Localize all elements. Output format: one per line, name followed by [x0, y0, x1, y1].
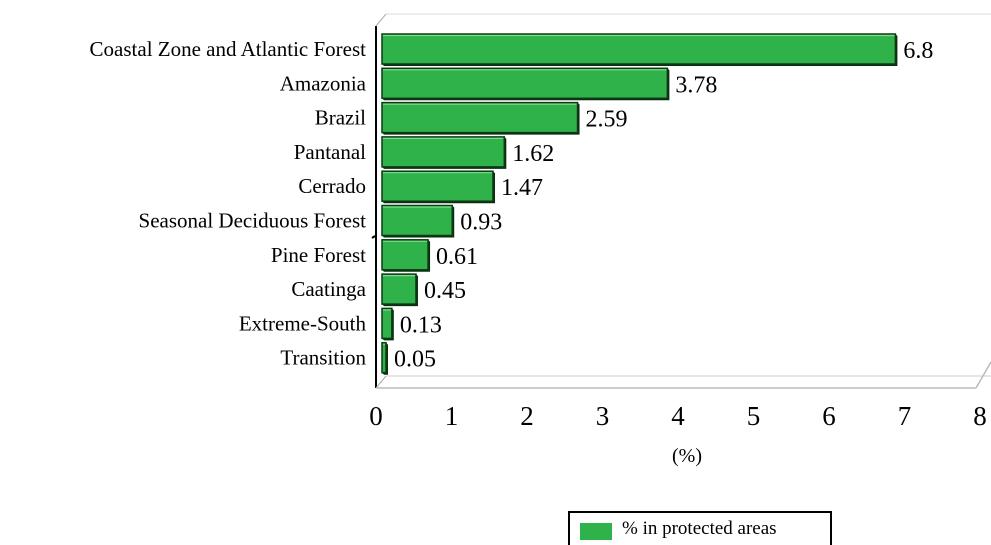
bars-group [381, 33, 898, 375]
bar-face [381, 239, 429, 271]
bar [381, 273, 418, 307]
bar [381, 204, 455, 238]
frame-edge [375, 375, 387, 389]
x-tick-label: 2 [520, 401, 534, 431]
category-labels: Coastal Zone and Atlantic Forest Amazonia… [90, 37, 367, 370]
bar-face [381, 341, 387, 374]
data-label: 3.78 [675, 72, 717, 98]
bar-face [381, 204, 453, 237]
legend-swatch [580, 523, 612, 540]
frame-edge [375, 13, 387, 27]
data-label: 0.61 [436, 244, 478, 270]
category-label: Extreme-South [239, 311, 367, 335]
bar-face [381, 307, 393, 340]
category-label: Transition [280, 346, 366, 370]
bar-face [381, 67, 669, 100]
x-axis-ticks: 0 1 2 3 4 5 6 7 8 [369, 401, 987, 431]
category-label: Amazonia [280, 71, 367, 95]
x-tick-label: 3 [596, 401, 610, 431]
data-label: 6.8 [903, 38, 933, 64]
bar-face [381, 33, 897, 65]
x-tick-label: 6 [822, 401, 836, 431]
category-label: Cerrado [298, 174, 366, 198]
bar [381, 239, 431, 272]
x-tick-label: 5 [747, 401, 761, 431]
x-tick-label: 4 [671, 401, 685, 431]
x-tick-label: 7 [898, 401, 912, 431]
category-label: Coastal Zone and Atlantic Forest [90, 37, 367, 61]
x-tick-label: 0 [369, 401, 383, 431]
legend: % in protected areas [568, 511, 832, 545]
bar [381, 33, 898, 66]
data-label: 2.59 [586, 107, 628, 133]
bar [381, 136, 507, 169]
bar-face [381, 136, 506, 168]
data-label: 1.47 [501, 175, 543, 201]
x-axis-title: (%) [672, 445, 702, 467]
plot-frame [371, 13, 991, 389]
category-label: Pine Forest [271, 243, 366, 267]
x-tick-label: 8 [973, 401, 987, 431]
bar [381, 170, 495, 204]
bar-face [381, 170, 494, 202]
bar [381, 67, 670, 101]
axis-mark [371, 235, 376, 239]
data-label: 1.62 [512, 141, 554, 167]
x-tick-label: 1 [445, 401, 459, 431]
data-label: 0.05 [394, 347, 436, 373]
data-label: 0.93 [460, 210, 502, 236]
data-label: 0.45 [424, 278, 466, 304]
category-label: Caatinga [291, 277, 366, 301]
category-label: Seasonal Deciduous Forest [139, 209, 367, 233]
category-label: Brazil [315, 106, 366, 130]
legend-label: % in protected areas [622, 518, 777, 539]
category-label: Pantanal [294, 140, 366, 164]
bar [381, 341, 388, 375]
bar-face [381, 273, 417, 305]
bar [381, 307, 394, 341]
bar-face [381, 101, 579, 134]
bar [381, 101, 580, 135]
value-labels: 6.8 3.78 2.59 1.62 1.47 0.93 0.61 0.45 0.13 0.05 [394, 38, 933, 373]
data-label: 0.13 [400, 312, 442, 338]
frame-edge [975, 361, 991, 389]
